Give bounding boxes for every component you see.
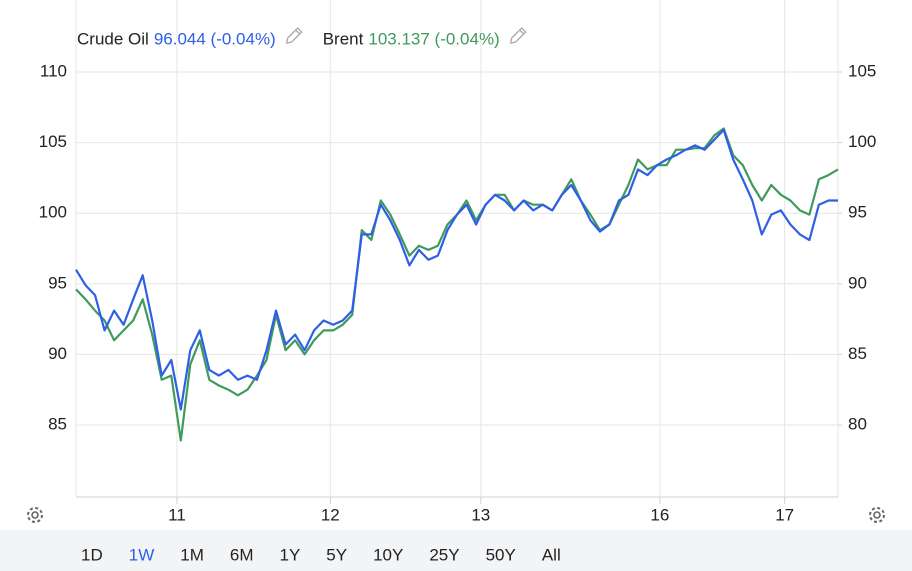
legend-value: 96.044 (-0.04%) — [154, 29, 276, 48]
range-button[interactable]: 10Y — [373, 545, 403, 564]
legend-value: 103.137 (-0.04%) — [368, 29, 499, 48]
range-button[interactable]: 50Y — [486, 545, 516, 564]
y-tick-label: 95 — [48, 273, 67, 292]
legend-name: Crude Oil — [77, 29, 149, 48]
range-button[interactable]: 1W — [129, 545, 155, 564]
range-bar — [0, 530, 912, 571]
series-line — [75, 127, 839, 442]
range-button[interactable]: 1M — [180, 545, 204, 564]
x-tick-label: 12 — [321, 505, 340, 524]
x-tick-label: 16 — [650, 505, 669, 524]
range-button[interactable]: 1Y — [279, 545, 300, 564]
range-button[interactable]: 25Y — [429, 545, 459, 564]
x-tick-label: 13 — [471, 505, 490, 524]
y2-tick-label: 90 — [848, 273, 867, 292]
y2-tick-label: 80 — [848, 414, 867, 433]
y2-tick-label: 85 — [848, 344, 867, 363]
range-button[interactable]: 5Y — [326, 545, 347, 564]
range-button[interactable]: All — [542, 545, 561, 564]
x-tick-label: 11 — [168, 505, 186, 524]
y-tick-label: 90 — [48, 344, 67, 363]
legend-name: Brent — [323, 29, 364, 48]
range-button[interactable]: 6M — [230, 545, 254, 564]
y-tick-label: 105 — [39, 132, 67, 151]
y2-tick-label: 105 — [848, 61, 876, 80]
series-line — [75, 128, 838, 411]
edit-icon[interactable] — [285, 27, 303, 44]
x-tick-label: 17 — [775, 505, 794, 524]
y-tick-label: 100 — [39, 203, 67, 222]
edit-icon[interactable] — [509, 27, 527, 44]
settings-icon-left[interactable] — [27, 507, 43, 523]
edit-icon-shape — [285, 27, 303, 44]
range-button[interactable]: 1D — [81, 545, 103, 564]
settings-icon-right[interactable] — [869, 507, 885, 523]
y-tick-label: 85 — [48, 414, 67, 433]
y2-tick-label: 100 — [848, 132, 876, 151]
y-tick-label: 110 — [40, 61, 67, 80]
y2-tick-label: 95 — [848, 203, 867, 222]
edit-icon-shape — [509, 27, 527, 44]
